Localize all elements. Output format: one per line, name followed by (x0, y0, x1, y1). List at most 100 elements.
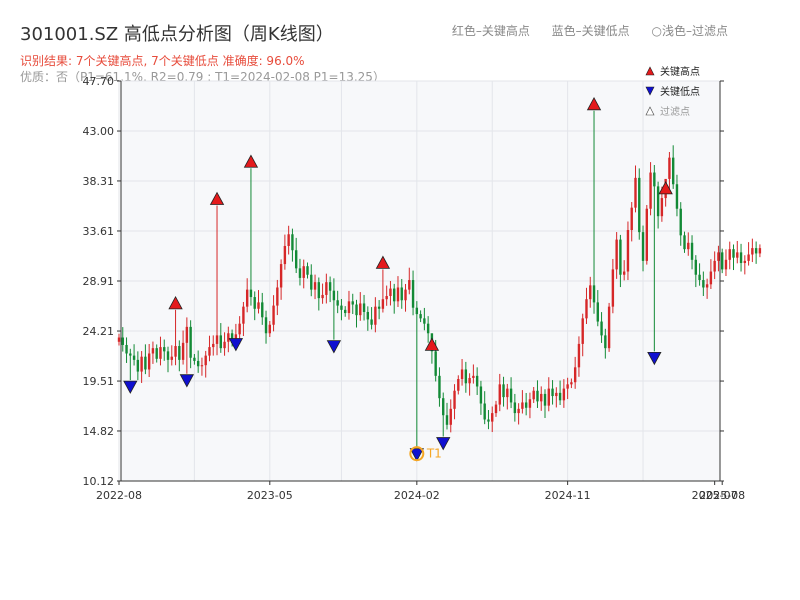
legend-blue-low: 蓝色–关键低点 (551, 24, 630, 38)
candle-body (577, 343, 581, 368)
candle-body (125, 344, 128, 354)
key-high-marker (424, 337, 440, 351)
candle-body (189, 326, 192, 358)
candle-body (404, 289, 407, 301)
candle-body (310, 274, 313, 290)
candle-body (543, 393, 547, 406)
candle-body (521, 402, 524, 409)
legend-high-icon (645, 66, 655, 76)
candle-body (302, 266, 305, 278)
x-tick-label: 2024-02 (394, 489, 440, 502)
y-tick-label: 47.70 (83, 75, 115, 88)
candle-body (536, 390, 539, 402)
candle-body (170, 356, 173, 360)
result-summary: 识别结果: 7个关键高点, 7个关键低点 准确度: 96.0% (20, 54, 305, 68)
candle-body (359, 303, 362, 316)
candle-body (638, 177, 641, 233)
candle-body (279, 264, 283, 288)
candle-body (442, 398, 445, 416)
candle-body (592, 285, 596, 303)
candle-body (615, 239, 618, 270)
candle-body (313, 282, 317, 290)
candle-body (261, 302, 264, 318)
candle-body (344, 309, 347, 314)
key-low-marker (436, 437, 451, 451)
candle-body (272, 305, 275, 325)
candle-body (306, 266, 309, 275)
candle-body (607, 306, 611, 349)
candle-body (528, 399, 532, 408)
candle-body (426, 323, 430, 334)
candle-body (698, 274, 701, 281)
candle-body (242, 306, 245, 324)
candle-body (377, 306, 381, 309)
candle-body (687, 242, 690, 250)
candle-body (257, 302, 260, 309)
candle-body (370, 319, 373, 325)
candle-body (736, 252, 739, 258)
key-high-marker (209, 191, 225, 205)
candle-body (540, 393, 543, 402)
y-tick-label: 38.31 (83, 175, 115, 188)
candle-body (355, 304, 358, 316)
y-tick-label: 33.61 (83, 225, 115, 238)
candle-body (174, 346, 177, 357)
candle-body (219, 335, 222, 349)
candle-body (634, 177, 637, 208)
key-high-marker (375, 255, 391, 269)
candle-body (204, 355, 207, 366)
key-high-marker (168, 296, 183, 310)
candle-body (739, 252, 743, 264)
candle-body (408, 280, 411, 290)
candle-body (619, 239, 622, 275)
candle-body (136, 359, 140, 372)
candle-body (494, 404, 498, 414)
key-low-marker (409, 448, 425, 462)
candle-body (622, 271, 626, 275)
candle-body (212, 343, 215, 348)
candle-body (298, 268, 302, 278)
candle-body (596, 302, 599, 322)
candle-body (581, 318, 584, 344)
candle-body (144, 356, 147, 370)
candle-body (374, 306, 377, 325)
candle-body (732, 249, 735, 258)
candle-body (754, 248, 758, 254)
candle-body (532, 390, 535, 400)
candle-body (159, 347, 162, 359)
candle-body (611, 269, 615, 307)
key-low-marker (179, 374, 195, 388)
legend-filtered-icon (645, 106, 655, 116)
candle-body (268, 324, 271, 334)
candle-body (630, 207, 633, 231)
chart-title: 301001.SZ 高低点分析图（周K线图） (20, 24, 334, 45)
candle-body (475, 375, 479, 387)
key-low-marker (123, 380, 138, 394)
t1-circle (409, 446, 425, 462)
candle-body (660, 198, 664, 217)
candle-body (558, 392, 562, 401)
candle-body (573, 367, 577, 383)
candle-body (291, 234, 294, 251)
candle-body (423, 318, 426, 324)
candle-body (724, 259, 728, 270)
candle-body (570, 382, 573, 385)
candle-body (600, 321, 603, 336)
candle-body (434, 351, 437, 376)
candle-body (747, 254, 750, 261)
candle-body (566, 384, 569, 389)
candle-body (328, 282, 332, 291)
candle-body (230, 333, 234, 343)
candle-body (321, 294, 324, 299)
legend-low-label: 关键低点 (660, 85, 700, 98)
x-tick-label: 2022-08 (96, 489, 142, 502)
candle-body (196, 360, 200, 367)
candle-body (509, 388, 513, 403)
candle-body (728, 249, 731, 260)
candle-body (215, 335, 219, 344)
candle-body (626, 230, 630, 272)
candle-body (121, 337, 124, 345)
candle-body (668, 157, 671, 179)
candle-body (675, 184, 679, 209)
candle-body (385, 296, 388, 300)
